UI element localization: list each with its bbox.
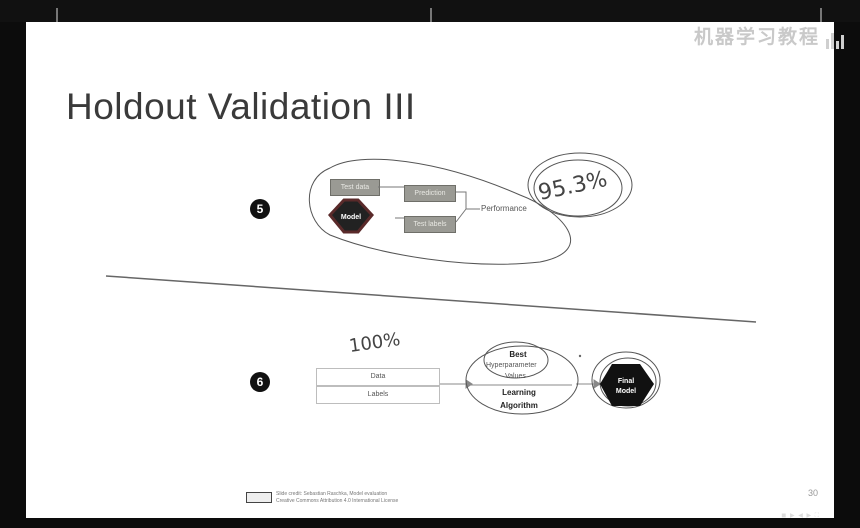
hyperparameter-label: Hyperparameter xyxy=(486,362,537,369)
pen-circle xyxy=(465,345,579,415)
pen-circle xyxy=(527,152,633,218)
pen-circle xyxy=(533,159,623,217)
model-label: Model xyxy=(341,214,361,221)
watermark: 机器学习教程 xyxy=(694,22,846,49)
bottom-bar xyxy=(0,518,860,528)
slide: Holdout Validation III 5 Test data Predi… xyxy=(26,22,834,518)
pen-dot xyxy=(578,354,582,358)
pen-divider xyxy=(105,275,757,323)
merge-line xyxy=(455,191,467,223)
arrow-head xyxy=(593,379,601,389)
step-5-badge: 5 xyxy=(250,199,270,219)
prediction-box: Prediction xyxy=(404,185,456,202)
final-model-label: Model xyxy=(616,388,636,395)
top-bar xyxy=(0,0,860,22)
model-hexagon xyxy=(328,198,374,234)
performance-label: Performance xyxy=(481,204,527,213)
learning-label: Learning xyxy=(502,388,536,397)
slide-title: Holdout Validation III xyxy=(66,86,416,127)
annotation-100: 100% xyxy=(348,329,402,357)
player-controls[interactable]: ◼ ▶ ◀ ▶ ⛶ xyxy=(781,513,820,519)
annotation-95: 95.3% xyxy=(536,167,610,206)
final-model-hexagon xyxy=(600,364,654,406)
algorithm-label: Algorithm xyxy=(500,401,538,410)
pen-loop xyxy=(308,158,572,265)
best-label: Best xyxy=(509,350,527,359)
values-label: Values xyxy=(505,373,526,380)
creative-commons-icon xyxy=(246,492,272,503)
timeline-tick xyxy=(820,8,822,22)
step-6-badge: 6 xyxy=(250,372,270,392)
timeline-tick xyxy=(430,8,432,22)
pen-circle xyxy=(591,351,661,409)
test-data-box: Test data xyxy=(330,179,380,196)
page-number: 30 xyxy=(807,488,818,498)
labels-box: Labels xyxy=(316,386,440,404)
final-label: Final xyxy=(618,378,634,385)
timeline-tick xyxy=(56,8,58,22)
credit-text: Slide credit: Sebastian Raschka, Model e… xyxy=(276,491,399,504)
test-labels-box: Test labels xyxy=(404,216,456,233)
pen-circle xyxy=(483,341,549,379)
data-box: Data xyxy=(316,368,440,386)
